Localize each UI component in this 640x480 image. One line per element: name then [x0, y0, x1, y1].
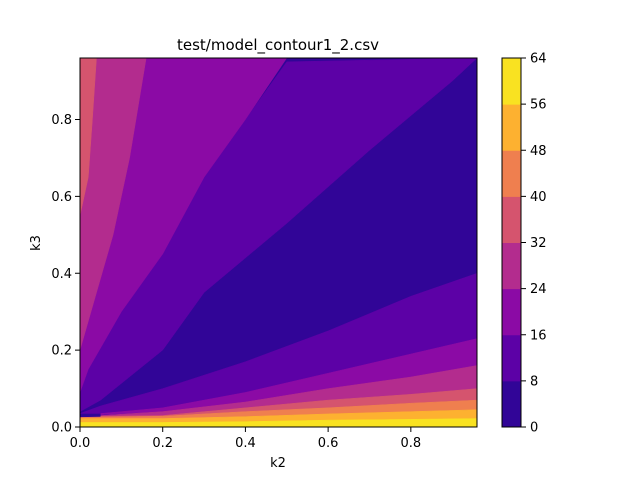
- chart-title: test/model_contour1_2.csv: [177, 36, 379, 55]
- colorbar-tick-label: 56: [530, 98, 547, 113]
- contour-bands: [79, 57, 478, 428]
- colorbar-cell: [502, 58, 521, 105]
- colorbar-cell: [502, 104, 521, 151]
- colorbar-cell: [502, 380, 521, 428]
- plot-area: 0.0 0.2 0.4 0.6 0.8 0.0 0.2 0.4 0.6 0.8: [51, 57, 478, 451]
- colorbar-cell: [502, 150, 521, 197]
- x-axis-ticks: 0.0 0.2 0.4 0.6 0.8: [70, 427, 421, 451]
- x-tick-label: 0.0: [70, 436, 91, 451]
- colorbar-tick-label: 24: [530, 282, 547, 297]
- x-tick-label: 0.2: [152, 436, 173, 451]
- y-axis-label: k3: [29, 235, 44, 251]
- x-axis-label: k2: [270, 456, 286, 471]
- colorbar-tick-label: 16: [530, 328, 547, 343]
- y-tick-label: 0.4: [51, 267, 72, 282]
- colorbar-ticks: 0 8 16 24 32 40 48 56 64: [521, 52, 547, 436]
- y-tick-label: 0.2: [51, 344, 72, 359]
- colorbar-tick-label: 8: [530, 374, 538, 389]
- y-tick-label: 0.6: [51, 190, 72, 205]
- x-tick-label: 0.6: [318, 436, 339, 451]
- y-tick-label: 0.0: [51, 421, 72, 436]
- x-tick-label: 0.8: [400, 436, 421, 451]
- colorbar-cell: [502, 288, 521, 336]
- colorbar-cell: [502, 196, 521, 243]
- y-axis-ticks: 0.0 0.2 0.4 0.6 0.8: [51, 113, 80, 436]
- colorbar-cell: [502, 334, 521, 382]
- colorbar-tick-label: 40: [530, 190, 547, 205]
- colorbar-tick-label: 64: [530, 52, 547, 67]
- colorbar-tick-label: 48: [530, 144, 547, 159]
- colorbar-cells: [502, 58, 521, 428]
- colorbar-tick-label: 32: [530, 236, 547, 251]
- plot-frame: [79, 57, 478, 428]
- colorbar: 0 8 16 24 32 40 48 56 64: [501, 52, 547, 436]
- colorbar-tick-label: 0: [530, 421, 538, 436]
- x-tick-label: 0.4: [235, 436, 256, 451]
- colorbar-cell: [502, 242, 521, 290]
- y-tick-label: 0.8: [51, 113, 72, 128]
